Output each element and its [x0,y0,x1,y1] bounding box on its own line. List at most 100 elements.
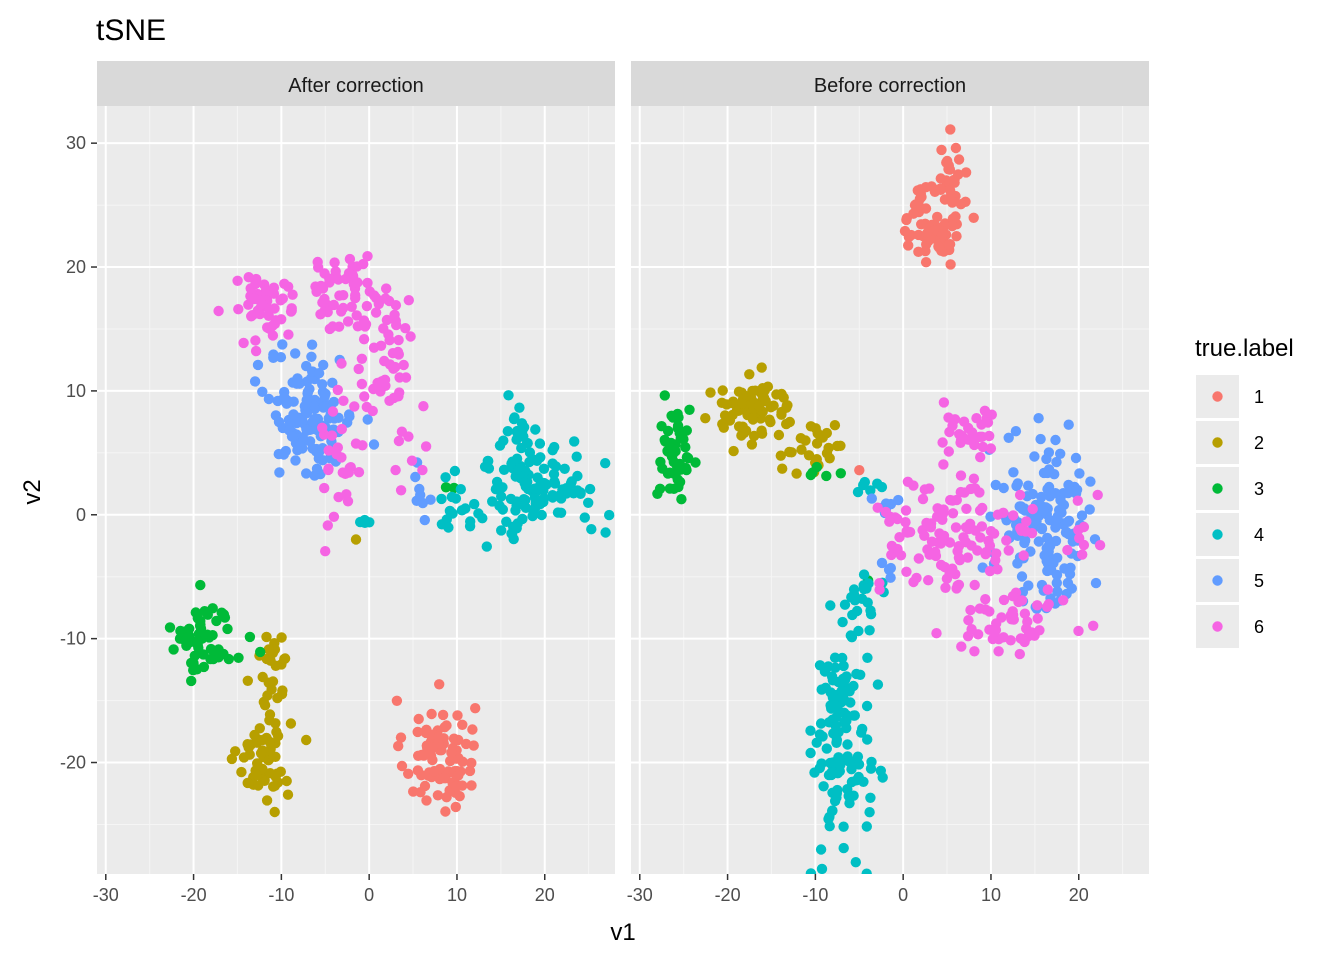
scatter-point [1062,487,1074,499]
scatter-point [375,386,386,397]
scatter-point [1014,501,1025,512]
scatter-point [218,609,230,620]
scatter-point [980,547,992,558]
scatter-point [945,124,956,135]
y-tick-label: 20 [66,257,86,277]
scatter-point [796,444,807,455]
scatter-point [395,732,407,743]
scatter-point [940,582,951,593]
scatter-point [916,191,927,203]
scatter-point [249,293,260,305]
y-tick-label: 10 [66,381,86,401]
scatter-point [583,497,594,508]
scatter-point [512,425,523,437]
scatter-point [805,747,816,759]
scatter-point [676,494,687,505]
scatter-point [323,463,334,474]
scatter-point [419,514,430,526]
scatter-point [782,400,793,411]
scatter-point [935,183,946,194]
scatter-point [242,739,253,750]
scatter-point [830,720,841,732]
facet-strip [631,61,1149,106]
scatter-point [835,468,846,479]
scatter-point [441,792,452,803]
scatter-point [853,625,864,637]
scatter-point [962,552,973,563]
scatter-point [393,435,405,447]
scatter-point [400,323,411,334]
scatter-point [188,665,199,676]
scatter-point [666,410,677,421]
scatter-point [393,740,404,752]
scatter-point [803,450,815,461]
scatter-point [213,644,224,655]
scatter-point [934,528,945,539]
scatter-point [1016,571,1028,582]
scatter-point [883,564,895,575]
scatter-point [1032,613,1043,624]
scatter-point [908,208,919,219]
scatter-point [184,623,195,634]
scatter-point [1073,625,1084,637]
scatter-point [839,599,851,610]
scatter-point [291,378,302,389]
scatter-point [938,459,949,470]
scatter-point [357,440,368,451]
scatter-point [1027,503,1038,515]
scatter-point [524,447,536,458]
scatter-point [251,769,262,780]
scatter-point [848,584,860,595]
scatter-point [835,440,846,451]
scatter-point [924,483,935,494]
scatter-point [985,526,997,537]
scatter-point [311,286,322,297]
scatter-point [963,523,974,535]
scatter-point [721,399,732,410]
scatter-point [336,358,347,369]
scatter-point [748,430,760,442]
scatter-point [1020,526,1031,537]
scatter-point [306,339,318,350]
scatter-point [252,758,263,769]
scatter-point [781,418,792,430]
scatter-point [559,463,570,474]
scatter-point [872,478,883,489]
scatter-point [364,286,375,297]
scatter-point [379,355,390,367]
scatter-point [966,427,978,438]
scatter-point [980,604,991,615]
scatter-point [998,594,1010,606]
scatter-point [853,759,865,770]
scatter-point [412,726,423,738]
scatter-point [1070,452,1082,464]
scatter-point [776,409,787,420]
scatter-point [795,433,806,444]
scatter-point [1077,549,1088,560]
scatter-point [736,398,748,409]
scatter-point [496,525,507,536]
scatter-point [673,481,684,493]
scatter-point [872,502,883,513]
scatter-point [359,391,370,402]
scatter-point [886,540,898,552]
scatter-point [1065,562,1076,573]
scatter-point [355,516,366,528]
scatter-point [1033,413,1044,424]
scatter-point [279,653,291,664]
scatter-point [586,524,597,535]
scatter-point [285,306,297,317]
scatter-point [496,491,507,502]
scatter-point [1014,489,1026,501]
scatter-point [1008,467,1019,478]
scatter-point [926,181,937,192]
scatter-point [368,439,380,450]
scatter-point [343,268,355,279]
scatter-point [222,623,233,635]
scatter-point [398,359,409,371]
scatter-point [440,806,451,817]
scatter-point [464,765,476,777]
scatter-point [1008,510,1019,521]
scatter-point [432,790,444,801]
scatter-point [426,708,437,720]
